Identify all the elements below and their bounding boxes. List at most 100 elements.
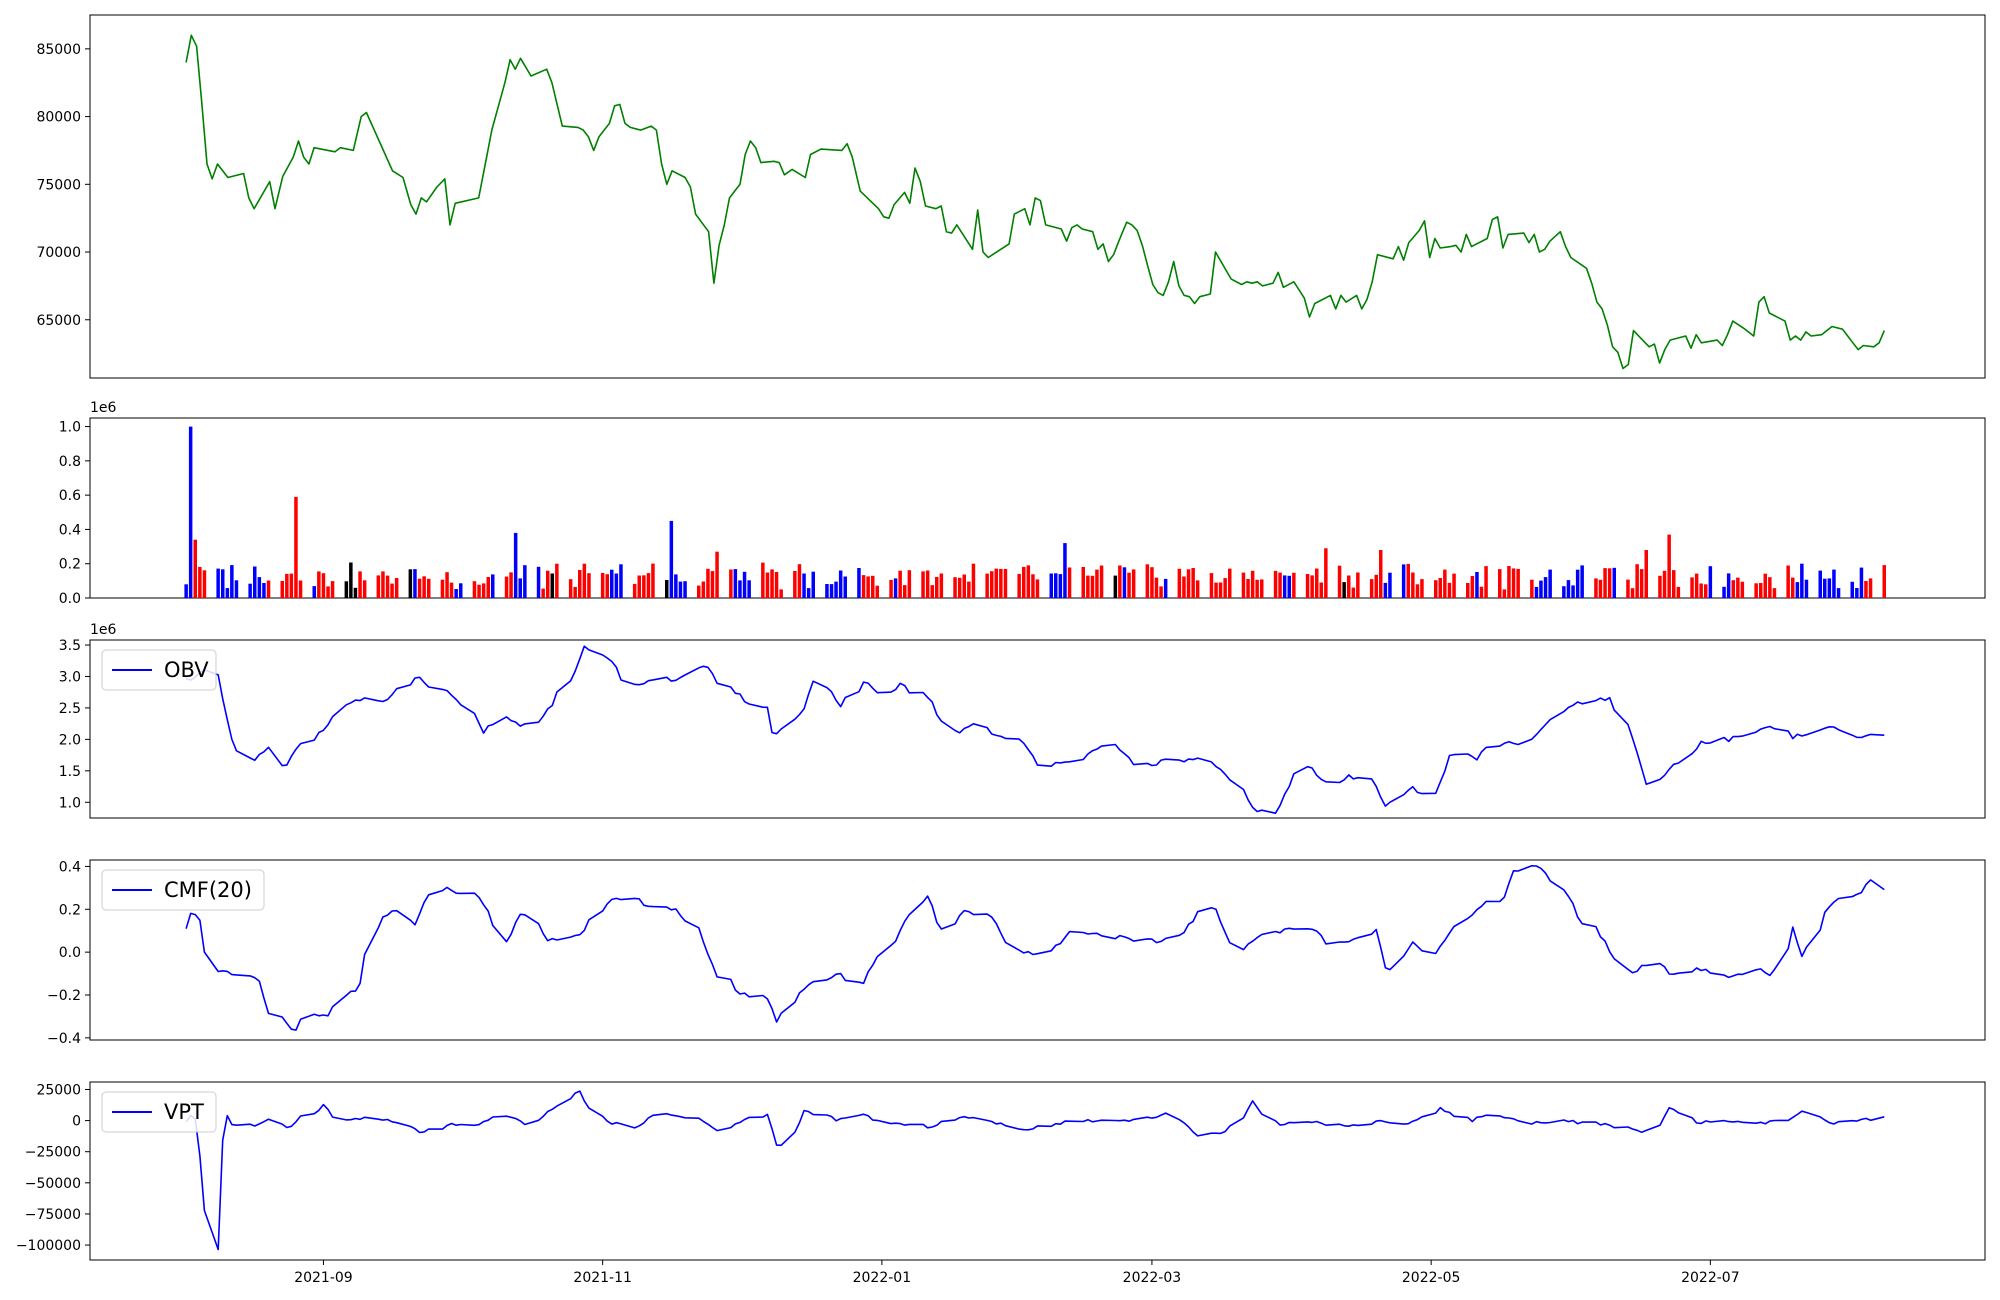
volume-bar: [1534, 586, 1539, 598]
volume-bar: [669, 520, 674, 598]
volume-bar: [582, 563, 587, 598]
indicator-line: [185, 645, 1885, 814]
volume-bar: [1113, 575, 1118, 598]
volume-bar: [417, 578, 422, 598]
volume-bar: [1411, 572, 1415, 598]
volume-bar: [578, 570, 582, 598]
y-tick-label: −75000: [25, 1207, 81, 1223]
volume-bar: [1315, 568, 1319, 598]
volume-bar: [939, 573, 944, 598]
y-tick-label: 0.4: [59, 859, 81, 875]
y-tick-label: 25000: [36, 1082, 81, 1098]
volume-bar: [408, 569, 413, 598]
volume-bar: [1832, 569, 1836, 598]
volume-bar: [619, 564, 623, 598]
volume-bar: [742, 571, 747, 598]
volume-bar: [1058, 574, 1063, 598]
volume-bar: [990, 571, 994, 598]
volume-bar: [587, 573, 591, 598]
volume-bar: [701, 581, 706, 598]
volume-bar: [1434, 580, 1438, 598]
volume-bar: [385, 575, 390, 598]
volume-bar: [1369, 579, 1374, 598]
volume-bar: [738, 580, 742, 598]
x-tick-label: 2022-01: [853, 1270, 912, 1286]
y-axis-multiplier: 1e6: [90, 622, 117, 638]
y-tick-label: 2.0: [59, 732, 81, 748]
volume-bar: [1470, 576, 1475, 598]
volume-bar: [1049, 573, 1053, 598]
volume-bar: [1708, 566, 1713, 598]
volume-bar: [349, 562, 353, 598]
volume-bar: [1228, 568, 1232, 598]
volume-bar: [733, 569, 738, 598]
volume-bar: [413, 569, 417, 598]
volume-bar: [1704, 584, 1708, 598]
volume-bar: [1694, 573, 1699, 598]
y-tick-label: 75000: [36, 177, 81, 193]
volume-bar: [1850, 581, 1854, 598]
volume-bar: [1099, 565, 1104, 598]
volume-bar: [1383, 582, 1388, 598]
volume-bar: [1882, 565, 1886, 598]
y-tick-label: 85000: [36, 42, 81, 58]
volume-bar: [1868, 578, 1873, 598]
volume-bar: [1598, 579, 1603, 598]
volume-bar: [1154, 577, 1159, 598]
volume-bar: [893, 578, 898, 598]
volume-bar: [1827, 578, 1832, 598]
volume-bar: [1438, 578, 1442, 598]
volume-bar: [1768, 577, 1772, 598]
plot-frame: [89, 639, 1986, 819]
legend-box: [101, 1091, 217, 1133]
x-tick-label: 2022-05: [1402, 1270, 1461, 1286]
volume-bar: [1177, 568, 1182, 598]
legend-box: [101, 649, 217, 691]
volume-bar: [1067, 567, 1072, 598]
volume-bar: [504, 576, 509, 598]
volume-bar: [674, 574, 678, 598]
volume-bar: [317, 571, 321, 598]
cmf-panel: −0.4 −0.2 0.0 0.2 0.4 CMF(20): [47, 859, 1986, 1047]
legend-label: CMF(20): [164, 878, 252, 902]
volume-bar: [651, 563, 655, 598]
volume-bar: [1639, 569, 1644, 598]
volume-bar: [1122, 567, 1127, 598]
volume-bar: [541, 588, 545, 598]
volume-bar: [857, 568, 861, 598]
volume-bar: [1667, 534, 1671, 598]
volume-bar: [811, 571, 815, 598]
y-tick-label: 80000: [36, 110, 81, 126]
volume-bar: [454, 589, 458, 598]
volume-bar: [1447, 582, 1452, 598]
y-tick-label: 0.0: [59, 591, 81, 607]
vpt-panel: −100000 −75000 −50000 −25000 0 25000 VPT 2021-0…: [16, 1081, 1986, 1286]
y-tick-label: 0: [72, 1114, 81, 1130]
volume-bar: [1635, 564, 1639, 598]
volume-bar: [1594, 578, 1598, 598]
volume-bar: [262, 583, 266, 598]
volume-bar: [1374, 574, 1378, 598]
y-tick-label: 65000: [36, 313, 81, 329]
volume-bar: [381, 571, 385, 598]
volume-bar: [1699, 583, 1703, 598]
volume-bar: [1502, 589, 1507, 598]
volume-bar: [605, 574, 609, 598]
volume-bar: [1086, 575, 1090, 598]
volume-bar: [1562, 586, 1566, 598]
volume-bar: [1726, 573, 1731, 598]
volume-bar: [1571, 585, 1575, 598]
legend-label: OBV: [164, 658, 209, 682]
volume-bar: [1287, 575, 1291, 598]
volume-bar: [994, 568, 998, 598]
volume-bar: [797, 564, 802, 598]
y-tick-label: 1.0: [59, 420, 81, 436]
volume-bar: [871, 575, 875, 598]
legend-label: VPT: [164, 1100, 204, 1124]
volume-bar: [1022, 566, 1026, 598]
volume-bar: [1580, 565, 1584, 598]
volume-bar: [875, 585, 879, 598]
volume-bar: [1818, 570, 1822, 598]
volume-bar: [1150, 567, 1154, 598]
volume-bar: [1804, 579, 1809, 598]
